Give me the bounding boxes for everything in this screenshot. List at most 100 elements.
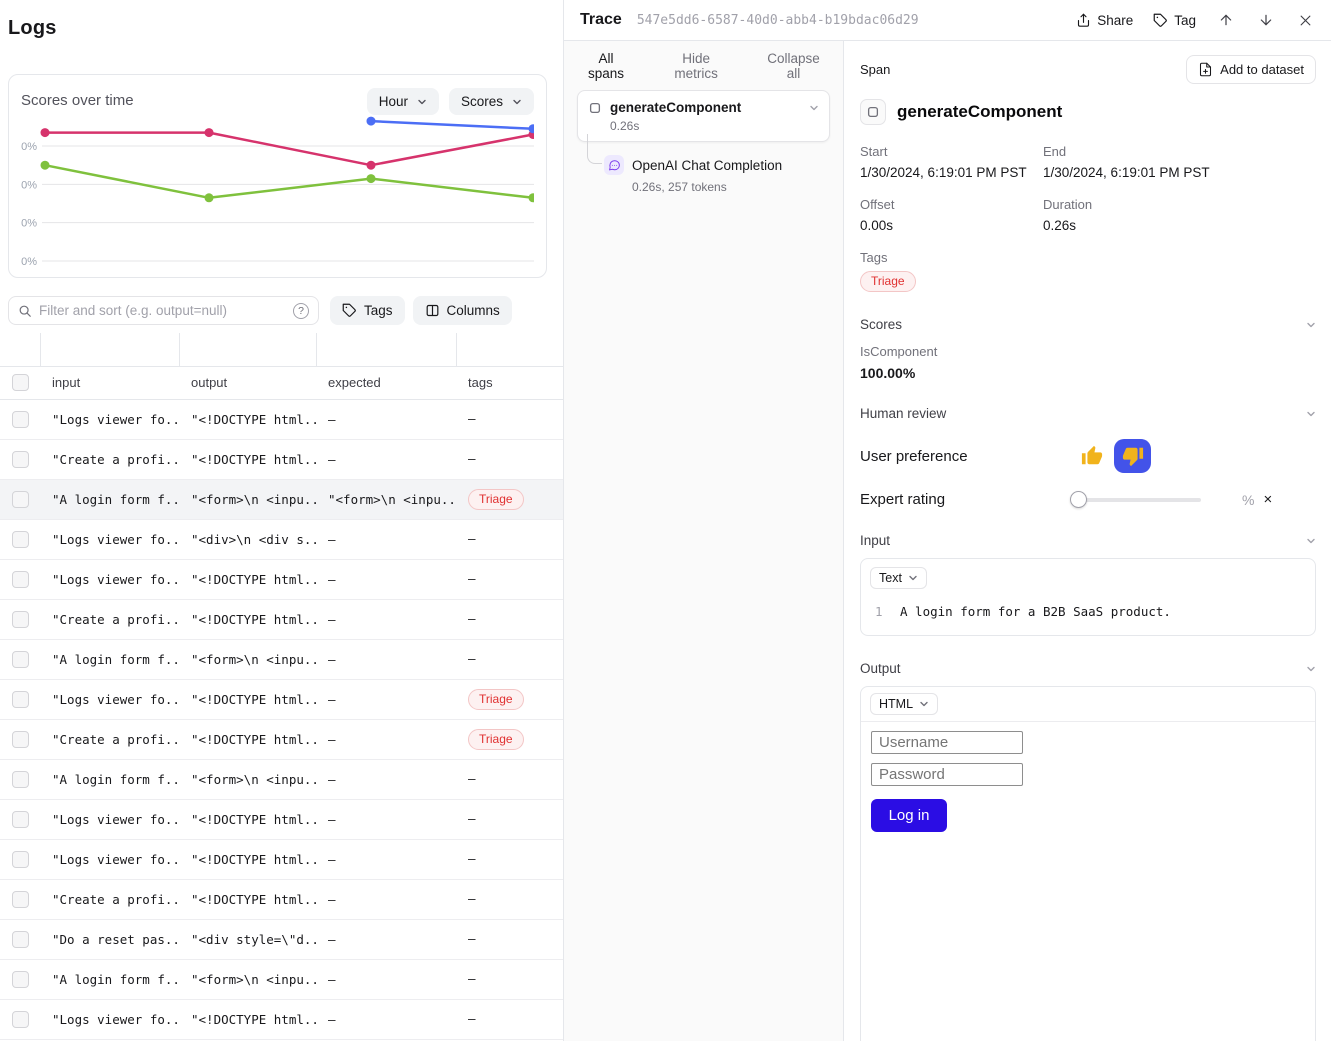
column-header-output[interactable]: output bbox=[179, 366, 316, 400]
select-all-checkbox[interactable] bbox=[12, 374, 29, 391]
row-checkbox[interactable] bbox=[12, 450, 29, 468]
table-row[interactable]: "A login form f... "<form>\n <inpu... "<fo… bbox=[0, 479, 563, 520]
expert-rating-slider[interactable] bbox=[1070, 490, 1201, 508]
chevron-down-icon[interactable] bbox=[1306, 320, 1316, 330]
row-checkbox[interactable] bbox=[12, 810, 29, 828]
span-detail-panel: Span Add to dataset generateComponent bbox=[844, 41, 1331, 1041]
tags-icon bbox=[342, 303, 357, 318]
filter-input[interactable] bbox=[39, 303, 286, 318]
cell-output: "<!DOCTYPE html... bbox=[179, 559, 316, 600]
next-trace-button[interactable] bbox=[1256, 10, 1276, 30]
cell-input: "Create a profi... bbox=[40, 879, 179, 920]
end-field: End 1/30/2024, 6:19:01 PM PST bbox=[1043, 144, 1316, 180]
row-checkbox[interactable] bbox=[12, 650, 29, 668]
interval-dropdown[interactable]: Hour bbox=[366, 88, 439, 115]
row-checkbox[interactable] bbox=[12, 410, 29, 428]
cell-tags: Triage bbox=[456, 719, 563, 760]
input-type-dropdown[interactable]: Text bbox=[870, 567, 927, 589]
cell-tags-empty: – bbox=[468, 971, 476, 986]
span-row-root[interactable]: generateComponent 0.26s bbox=[577, 90, 830, 142]
scores-chart-card: Scores over time Hour Scores 0% 20% 40% 60% bbox=[8, 74, 547, 278]
table-row[interactable]: "Create a profi... "<!DOCTYPE html... – – bbox=[0, 599, 563, 640]
row-checkbox[interactable] bbox=[12, 970, 29, 988]
row-checkbox[interactable] bbox=[12, 930, 29, 948]
cell-tags-empty: – bbox=[468, 771, 476, 786]
table-row[interactable]: "Logs viewer fo... "<!DOCTYPE html... – – bbox=[0, 799, 563, 840]
hide-metrics-button[interactable]: Hide metrics bbox=[659, 51, 733, 81]
prev-trace-button[interactable] bbox=[1216, 10, 1236, 30]
row-checkbox[interactable] bbox=[12, 1010, 29, 1028]
table-row[interactable]: "Logs viewer fo... "<div>\n <div s... – – bbox=[0, 519, 563, 560]
row-checkbox[interactable] bbox=[12, 690, 29, 708]
line-number: 1 bbox=[875, 604, 883, 619]
cell-tags: – bbox=[456, 799, 563, 840]
thumbs-up-icon bbox=[1081, 445, 1103, 467]
table-row[interactable]: "Create a profi... "<!DOCTYPE html... – – bbox=[0, 879, 563, 920]
span-duration: 0.26s bbox=[610, 119, 640, 133]
cell-tags: – bbox=[456, 879, 563, 920]
cell-output: "<!DOCTYPE html... bbox=[179, 719, 316, 760]
table-row[interactable]: "Logs viewer fo... "<!DOCTYPE html... – – bbox=[0, 839, 563, 880]
cell-output: "<!DOCTYPE html... bbox=[179, 399, 316, 440]
row-checkbox[interactable] bbox=[12, 530, 29, 548]
slider-thumb[interactable] bbox=[1070, 490, 1087, 508]
metric-dropdown-label: Scores bbox=[460, 94, 503, 109]
trace-title: Trace bbox=[580, 11, 622, 28]
rendered-login-button[interactable]: Log in bbox=[871, 799, 947, 832]
column-header-expected[interactable]: expected bbox=[316, 366, 456, 400]
cell-output: "<!DOCTYPE html... bbox=[179, 439, 316, 480]
add-to-dataset-label: Add to dataset bbox=[1220, 62, 1304, 77]
thumbs-down-button[interactable] bbox=[1114, 439, 1151, 473]
table-row[interactable]: "Logs viewer fo... "<!DOCTYPE html... – – bbox=[0, 999, 563, 1040]
thumbs-up-button[interactable] bbox=[1073, 439, 1110, 473]
table-row[interactable]: "A login form f... "<form>\n <inpu... – – bbox=[0, 759, 563, 800]
trace-area: Trace 547e5dd6-6587-40d0-abb4-b19bdac06d… bbox=[564, 0, 1331, 1041]
table-row[interactable]: "Logs viewer fo... "<!DOCTYPE html... – – bbox=[0, 559, 563, 600]
columns-button[interactable]: Columns bbox=[412, 296, 512, 325]
row-checkbox[interactable] bbox=[12, 850, 29, 868]
row-checkbox[interactable] bbox=[12, 770, 29, 788]
share-button[interactable]: Share bbox=[1076, 13, 1133, 28]
metric-dropdown[interactable]: Scores bbox=[448, 88, 534, 115]
help-icon[interactable]: ? bbox=[293, 302, 309, 319]
rendered-username-input[interactable] bbox=[871, 731, 1023, 754]
row-checkbox[interactable] bbox=[12, 490, 29, 508]
cell-output: "<!DOCTYPE html... bbox=[179, 679, 316, 720]
chevron-down-icon[interactable] bbox=[1306, 664, 1316, 674]
clear-rating-button[interactable]: × bbox=[1263, 491, 1273, 508]
all-spans-tab[interactable]: All spans bbox=[579, 51, 633, 81]
chevron-down-icon[interactable] bbox=[1306, 536, 1316, 546]
table-row[interactable]: "Logs viewer fo... "<!DOCTYPE html... – – bbox=[0, 399, 563, 440]
row-checkbox[interactable] bbox=[12, 570, 29, 588]
collapse-all-button[interactable]: Collapse all bbox=[759, 51, 828, 81]
column-header-input[interactable]: input bbox=[40, 366, 179, 400]
svg-text:60%: 60% bbox=[21, 141, 37, 153]
cell-output: "<!DOCTYPE html... bbox=[179, 999, 316, 1040]
span-row-child[interactable]: OpenAI Chat Completion 0.26s, 257 tokens bbox=[587, 134, 830, 194]
table-row[interactable]: "Logs viewer fo... "<!DOCTYPE html... – Tri… bbox=[0, 679, 563, 720]
close-button[interactable] bbox=[1296, 11, 1315, 30]
triage-tag-badge[interactable]: Triage bbox=[860, 271, 916, 292]
table-row[interactable]: "Create a profi... "<!DOCTYPE html... – – bbox=[0, 439, 563, 480]
table-row[interactable]: "A login form f... "<form>\n <inpu... – – bbox=[0, 959, 563, 1000]
chevron-down-icon[interactable] bbox=[809, 103, 819, 113]
row-checkbox[interactable] bbox=[12, 730, 29, 748]
row-checkbox[interactable] bbox=[12, 610, 29, 628]
add-to-dataset-button[interactable]: Add to dataset bbox=[1186, 55, 1316, 84]
tags-button[interactable]: Tags bbox=[330, 296, 405, 325]
row-checkbox[interactable] bbox=[12, 890, 29, 908]
table-row[interactable]: "A login form f... "<form>\n <inpu... – – bbox=[0, 639, 563, 680]
tags-label: Tags bbox=[860, 250, 888, 265]
close-icon bbox=[1298, 13, 1313, 28]
chevron-down-icon[interactable] bbox=[1306, 409, 1316, 419]
table-row[interactable]: "Do a reset pas... "<div style=\"d... – – bbox=[0, 919, 563, 960]
rendered-password-input[interactable] bbox=[871, 763, 1023, 786]
cell-input: "A login form f... bbox=[40, 759, 179, 800]
cell-tags: – bbox=[456, 999, 563, 1040]
table-row[interactable]: "Create a profi... "<!DOCTYPE html... – Tri… bbox=[0, 719, 563, 760]
output-type-dropdown[interactable]: HTML bbox=[870, 693, 939, 715]
column-header-tags[interactable]: tags bbox=[456, 366, 563, 400]
tag-button[interactable]: Tag bbox=[1153, 13, 1196, 28]
input-type-label: Text bbox=[879, 571, 902, 585]
svg-text:40%: 40% bbox=[21, 179, 37, 191]
